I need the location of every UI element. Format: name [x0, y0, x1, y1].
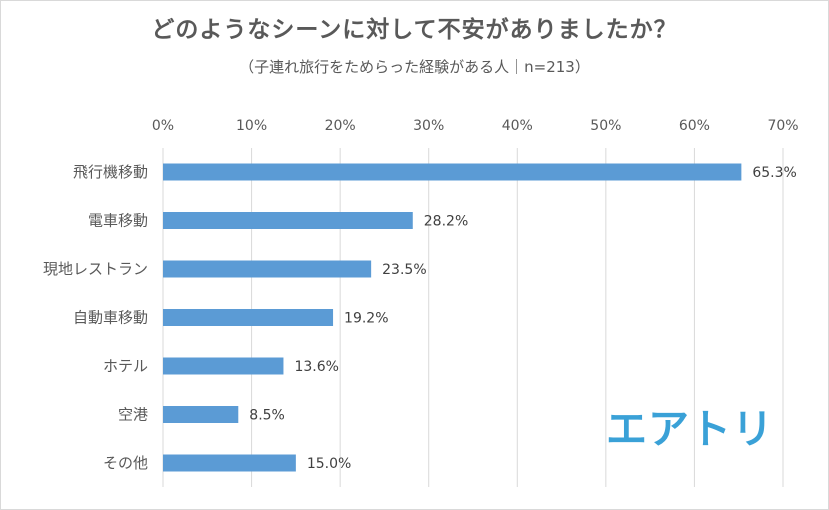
category-label: 現地レストラン	[43, 260, 148, 278]
data-label: 19.2%	[344, 311, 388, 327]
data-label: 8.5%	[249, 408, 285, 424]
category-label: 飛行機移動	[73, 163, 148, 181]
data-label: 23.5%	[382, 262, 426, 278]
bar	[163, 406, 239, 423]
x-tick-label: 10%	[236, 118, 267, 134]
bar	[163, 309, 334, 326]
data-label: 65.3%	[752, 165, 796, 181]
bar	[163, 212, 413, 229]
x-tick-label: 20%	[325, 118, 356, 134]
category-label: 自動車移動	[73, 309, 148, 327]
chart-title: どのようなシーンに対して不安がありましたか？	[151, 17, 678, 43]
x-tick-label: 60%	[679, 118, 710, 134]
x-tick-label: 0%	[152, 118, 174, 134]
x-tick-label: 50%	[590, 118, 621, 134]
data-label: 28.2%	[424, 214, 468, 230]
category-label: 空港	[118, 406, 148, 424]
category-label: ホテル	[103, 357, 148, 375]
category-label: 電車移動	[88, 212, 148, 230]
bar	[163, 260, 372, 278]
airtrip-logo: エアトリ	[606, 405, 774, 453]
x-tick-label: 30%	[413, 118, 444, 134]
data-label: 13.6%	[294, 359, 338, 375]
data-label: 15.0%	[307, 456, 351, 472]
x-tick-label: 40%	[502, 118, 533, 134]
x-tick-label: 70%	[767, 118, 798, 134]
chart-subtitle: （子連れ旅行をためらった経験がある人｜n=213）	[239, 58, 590, 76]
bar	[163, 357, 284, 375]
category-label: その他	[103, 454, 148, 472]
bar	[163, 163, 742, 181]
bar	[163, 454, 296, 472]
